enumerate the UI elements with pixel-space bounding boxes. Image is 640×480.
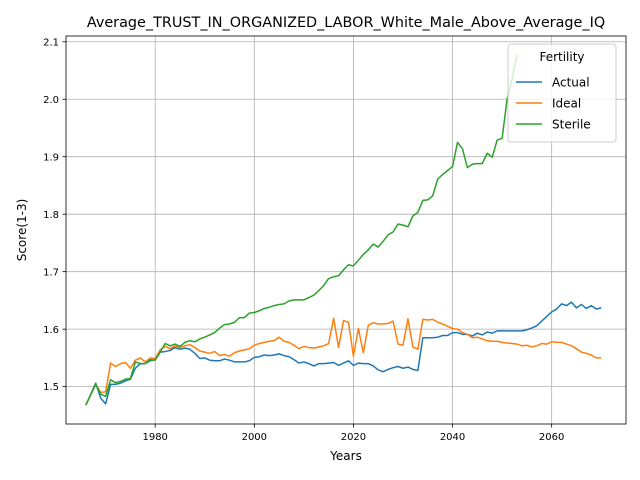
grid-lines	[66, 36, 626, 424]
legend-box	[507, 43, 617, 143]
legend-title: Fertility	[539, 50, 584, 64]
series-line-ideal	[85, 317, 602, 406]
y-tick-label: 1.5	[43, 382, 59, 393]
y-tick-label: 2.1	[43, 37, 59, 48]
x-tick-label: 2060	[539, 432, 564, 443]
y-tick-label: 1.9	[43, 152, 59, 163]
y-tick-label: 2.0	[43, 95, 59, 106]
y-axis-label: Score(1-3)	[15, 199, 29, 262]
x-tick-label: 2000	[242, 432, 267, 443]
y-axis-ticks: 1.5 1.6 1.7 1.8 1.9 2.0 2.1	[43, 37, 66, 393]
x-axis-label: Years	[329, 449, 362, 463]
chart-title: Average_TRUST_IN_ORGANIZED_LABOR_White_M…	[87, 15, 605, 31]
y-tick-label: 1.8	[43, 210, 59, 221]
x-axis-ticks: 1980 2000 2020 2040 2060	[142, 424, 564, 443]
legend-label-actual: Actual	[552, 75, 590, 89]
series-lines	[85, 54, 602, 406]
series-line-actual	[85, 301, 602, 406]
x-tick-label: 2020	[341, 432, 366, 443]
legend: Fertility Actual Ideal Sterile	[507, 43, 617, 143]
legend-entries: Actual Ideal Sterile	[516, 75, 591, 131]
legend-label-ideal: Ideal	[552, 96, 581, 110]
x-tick-label: 2040	[440, 432, 465, 443]
x-tick-label: 1980	[142, 432, 167, 443]
plot-frame	[65, 35, 627, 425]
y-tick-label: 1.7	[43, 267, 59, 278]
y-tick-label: 1.6	[43, 325, 59, 336]
series-line-sterile	[85, 54, 518, 406]
legend-label-sterile: Sterile	[552, 117, 591, 131]
